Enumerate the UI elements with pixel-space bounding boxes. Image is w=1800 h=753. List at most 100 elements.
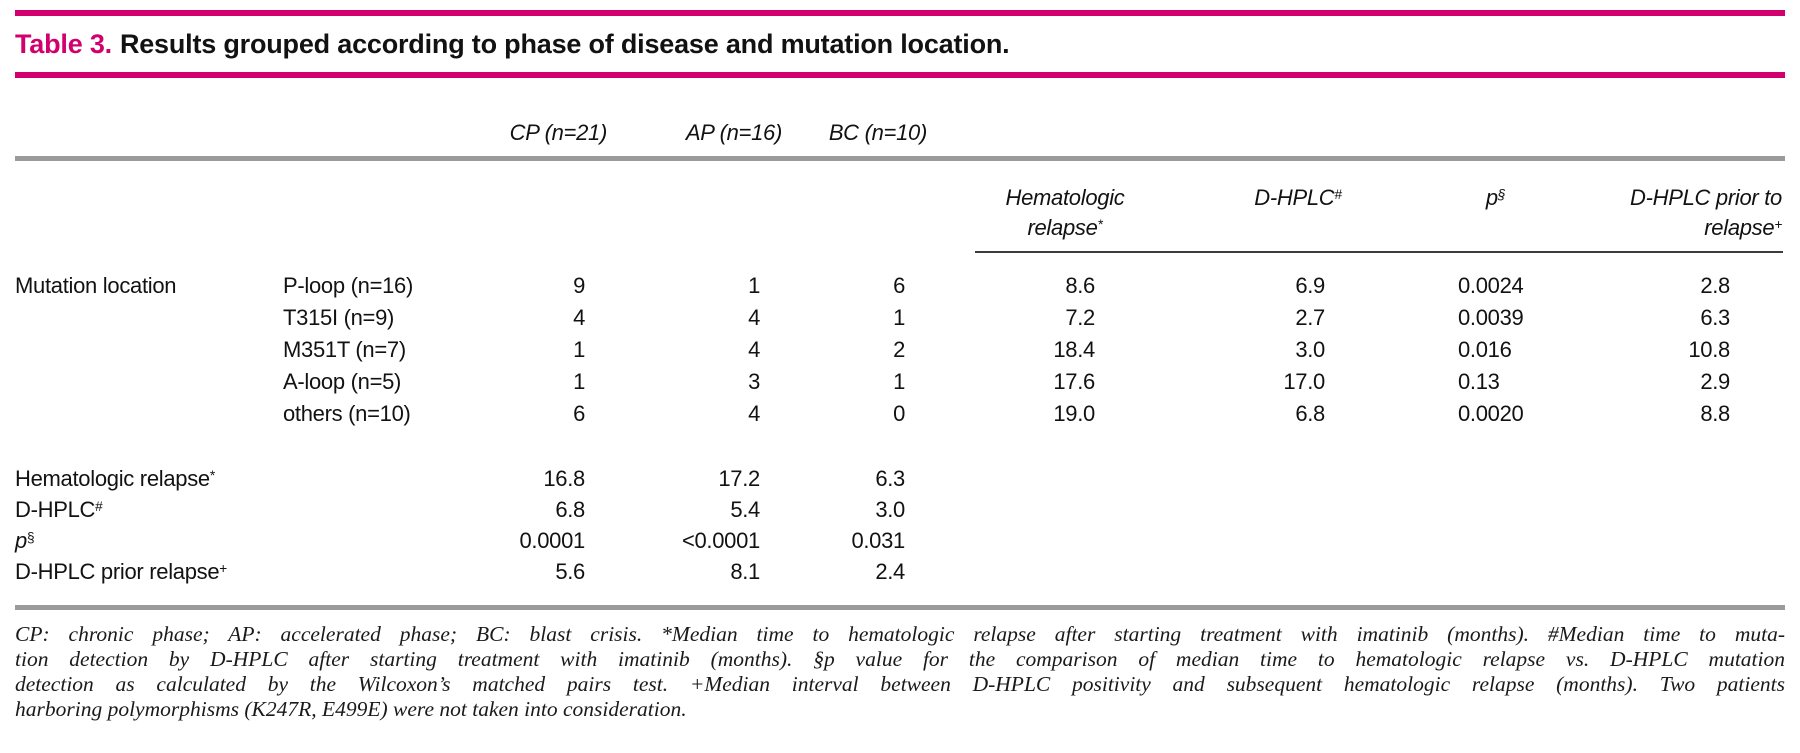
col-header-line: relapse+ (1704, 215, 1782, 240)
cell-p-value: 0.0024 (1458, 273, 1524, 298)
cell-ap: 4 (748, 401, 760, 426)
cell-hema-relapse: 18.4 (1053, 337, 1095, 362)
footnote-line: tion detection by D-HPLC after starting … (15, 647, 1785, 671)
cell-cp: 16.8 (543, 466, 585, 491)
cell-cp: 1 (573, 337, 585, 362)
header-rule (15, 156, 1785, 161)
cell-p-value: 0.0020 (1458, 401, 1524, 426)
mutation-label: A-loop (n=5) (283, 369, 402, 394)
row-group-label: Mutation location (15, 273, 177, 298)
cell-dhplc: 3.0 (1295, 337, 1325, 362)
footnote-marker: § (1497, 186, 1506, 202)
table-title: Table 3. Results grouped according to pha… (15, 30, 1800, 58)
cell-dhplc: 6.9 (1295, 273, 1325, 298)
mutation-label: others (n=10) (283, 401, 411, 426)
summary-row-label: p§ (15, 528, 35, 553)
cell-bc: 2 (893, 337, 905, 362)
footnote-marker: # (95, 498, 103, 514)
cell-dhplc-prior: 8.8 (1700, 401, 1730, 426)
cell-ap: 4 (748, 305, 760, 330)
table-row-m351t: M351T (n=7) 1 4 2 18.4 3.0 0.016 10.8 (0, 334, 1800, 366)
col-header-dhplc-prior-relapse: D-HPLC prior to relapse+ (1592, 183, 1782, 243)
cell-dhplc: 2.7 (1295, 305, 1325, 330)
cell-dhplc-prior: 6.3 (1700, 305, 1730, 330)
title-rule (15, 72, 1785, 78)
cell-bc: 1 (893, 305, 905, 330)
footnote-marker: § (26, 529, 35, 545)
table-row-t315i: T315I (n=9) 4 4 1 7.2 2.7 0.0039 6.3 (0, 302, 1800, 334)
cell-dhplc: 17.0 (1283, 369, 1325, 394)
top-rule (15, 10, 1785, 16)
summary-row-label: D-HPLC prior relapse+ (15, 559, 227, 584)
table-row-aloop: A-loop (n=5) 1 3 1 17.6 17.0 0.13 2.9 (0, 366, 1800, 398)
footnote-marker: + (219, 560, 227, 576)
col-header-line: relapse* (1027, 215, 1103, 240)
cell-ap: 4 (748, 337, 760, 362)
cell-cp: 9 (573, 273, 585, 298)
cell-p-value: 0.016 (1458, 337, 1512, 362)
footnote-marker: * (1097, 216, 1103, 232)
cell-dhplc-prior: 2.8 (1700, 273, 1730, 298)
summary-row-label: Hematologic relapse* (15, 466, 215, 491)
cell-ap: 8.1 (730, 559, 760, 584)
outcome-header-row: Hematologic relapse* D-HPLC# p§ D-HPLC p… (0, 183, 1800, 243)
cell-bc: 3.0 (875, 497, 905, 522)
table-row-dhplc-prior-relapse: D-HPLC prior relapse+ 5.6 8.1 2.4 (0, 556, 1800, 587)
col-header-dhplc: D-HPLC# (1254, 185, 1342, 210)
cell-hema-relapse: 19.0 (1053, 401, 1095, 426)
mutation-label: M351T (n=7) (283, 337, 406, 362)
cell-ap: 1 (748, 273, 760, 298)
footnote-line: detection as calculated by the Wilcoxon’… (15, 672, 1785, 696)
cell-dhplc-prior: 2.9 (1700, 369, 1730, 394)
cell-bc: 0 (893, 401, 905, 426)
cell-ap: 5.4 (730, 497, 760, 522)
cell-bc: 1 (893, 369, 905, 394)
cell-cp: 6.8 (555, 497, 585, 522)
table-row-hematologic-relapse: Hematologic relapse* 16.8 17.2 6.3 (0, 463, 1800, 494)
footnote-marker: + (1774, 216, 1782, 232)
cell-dhplc-prior: 10.8 (1688, 337, 1730, 362)
footnote-marker: # (1334, 186, 1342, 202)
col-header-cp: CP (n=21) (509, 120, 608, 145)
cell-bc: 6.3 (875, 466, 905, 491)
cell-dhplc: 6.8 (1295, 401, 1325, 426)
col-header-line: D-HPLC prior to (1630, 185, 1782, 210)
cell-p-value: 0.0039 (1458, 305, 1524, 330)
cell-ap: <0.0001 (681, 528, 760, 553)
mutation-label: P-loop (n=16) (283, 273, 414, 298)
cell-cp: 6 (573, 401, 585, 426)
table-footnote: CP: chronic phase; AP: accelerated phase… (15, 622, 1785, 722)
cell-cp: 1 (573, 369, 585, 394)
table3-figure: Table 3. Results grouped according to pha… (0, 10, 1800, 753)
footnote-line: CP: chronic phase; AP: accelerated phase… (15, 622, 1785, 646)
cell-cp: 0.0001 (519, 528, 586, 553)
footnote-line: harboring polymorphisms (K247R, E499E) w… (15, 697, 687, 721)
cell-hema-relapse: 7.2 (1065, 305, 1095, 330)
col-header-bc: BC (n=10) (828, 120, 927, 145)
cell-ap: 17.2 (718, 466, 760, 491)
cell-bc: 6 (893, 273, 905, 298)
table-row-others: others (n=10) 6 4 0 19.0 6.8 0.0020 8.8 (0, 398, 1800, 430)
cell-p-value: 0.13 (1458, 369, 1500, 394)
cell-hema-relapse: 17.6 (1053, 369, 1095, 394)
cell-hema-relapse: 8.6 (1065, 273, 1095, 298)
col-header-ap: AP (n=16) (685, 120, 782, 145)
cell-bc: 0.031 (851, 528, 905, 553)
cell-bc: 2.4 (875, 559, 905, 584)
cell-cp: 5.6 (555, 559, 585, 584)
outcome-header-rule (975, 251, 1783, 253)
col-header-line: Hematologic (1005, 185, 1125, 210)
table-row-dhplc: D-HPLC# 6.8 5.4 3.0 (0, 494, 1800, 525)
cell-cp: 4 (573, 305, 585, 330)
footnote-marker: * (209, 467, 215, 483)
table-caption: Results grouped according to phase of di… (119, 29, 1010, 59)
col-header-p-value: p§ (1485, 185, 1506, 210)
table-row-ploop: Mutation location P-loop (n=16) 9 1 6 8.… (0, 270, 1800, 302)
col-header-hematologic-relapse: Hematologic relapse* (970, 183, 1160, 243)
cell-ap: 3 (748, 369, 760, 394)
footnote-rule (15, 605, 1785, 610)
phase-header-row: CP (n=21) AP (n=16) BC (n=10) (0, 118, 1800, 148)
table-row-p-value: p§ 0.0001 <0.0001 0.031 (0, 525, 1800, 556)
mutation-label: T315I (n=9) (283, 305, 395, 330)
summary-row-label: D-HPLC# (15, 497, 103, 522)
